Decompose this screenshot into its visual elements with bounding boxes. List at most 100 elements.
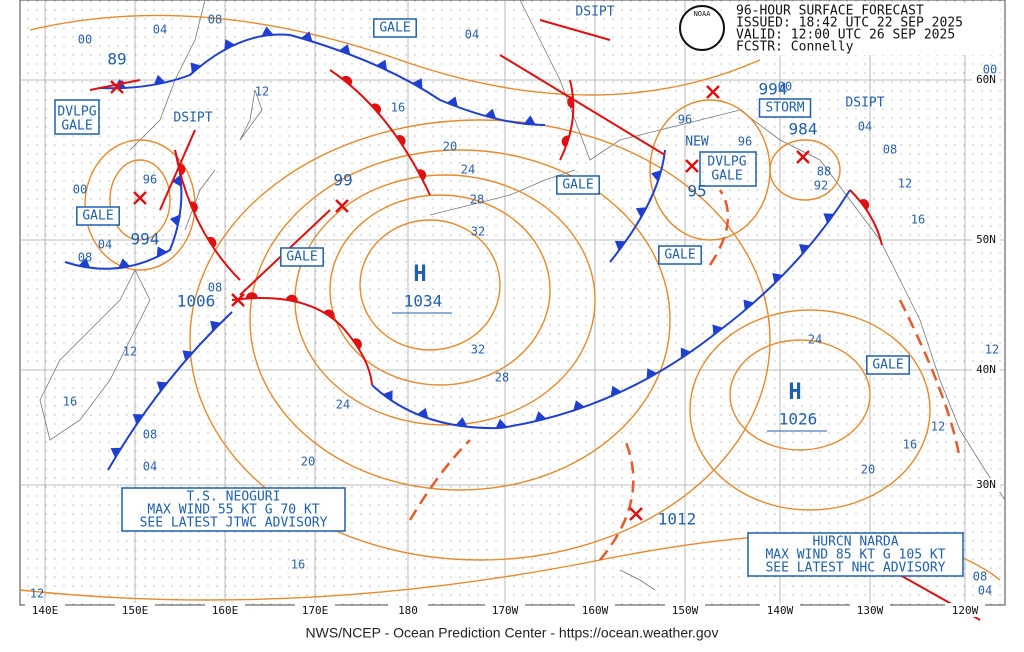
lon-label-box [850, 603, 890, 617]
lat-label: 40N [976, 363, 996, 376]
track-arrow [499, 54, 666, 156]
isobar-label: 24 [336, 398, 350, 412]
front-symbol [169, 214, 180, 227]
trough [408, 439, 471, 521]
low-symbol [629, 507, 643, 521]
low-pressure: 1012 [658, 510, 697, 529]
isobar-label: 16 [391, 101, 405, 115]
warning-label: GALE [711, 169, 742, 184]
isobar-label: 96 [678, 113, 692, 127]
front [371, 189, 851, 430]
lon-label: 160W [582, 604, 609, 617]
isobar-label: 04 [153, 23, 167, 37]
lon-label-box [665, 603, 705, 617]
footer: NWS/NCEP - Ocean Prediction Center - htt… [306, 625, 719, 641]
low-pressure: 984 [789, 120, 818, 139]
lat-label-box [972, 73, 1000, 87]
warning-label: GALE [61, 119, 92, 134]
front-symbol [772, 272, 783, 284]
front-symbol [712, 324, 723, 336]
warning-box [556, 175, 600, 195]
lon-label-box [485, 603, 525, 617]
warning-box [373, 18, 417, 38]
graticule [20, 0, 1005, 605]
front-symbol [495, 418, 508, 429]
low-pressure: 1006 [177, 292, 216, 311]
lat-label: 50N [976, 233, 996, 246]
isobar-label: 04 [858, 120, 872, 134]
warning-label: GALE [664, 248, 695, 263]
warning-label: DSIPT [845, 96, 884, 111]
header-line: 96-HOUR SURFACE FORECAST [736, 4, 924, 19]
isobar-label: 08 [143, 428, 157, 442]
lon-label: 150W [672, 604, 699, 617]
low-symbol [685, 159, 699, 173]
isobar-label: 12 [30, 587, 44, 601]
warning-box [76, 206, 120, 226]
front-symbol [224, 39, 235, 50]
front-symbol [680, 347, 691, 359]
front-symbol [651, 170, 662, 182]
warning-label: GALE [562, 178, 593, 193]
warning-label: STORM [765, 101, 804, 116]
front-symbol [245, 292, 258, 299]
lon-label: 150E [122, 604, 149, 617]
front [99, 33, 546, 126]
advisory-line: SEE LATEST NHC ADVISORY [765, 561, 945, 576]
isobar-label: 16 [911, 213, 925, 227]
low-pressure: 89 [107, 50, 126, 69]
isobar-label: 32 [471, 343, 485, 357]
front-symbol [189, 201, 198, 213]
track-arrow [539, 19, 611, 41]
front-symbol [78, 258, 91, 268]
lon-label: 160E [212, 604, 239, 617]
lat-label-box [972, 478, 1000, 492]
low-pressure: 95 [687, 182, 706, 201]
front-symbol [190, 62, 202, 74]
low-pressure: 92 [814, 179, 828, 193]
front-symbol [614, 240, 626, 252]
isobar-label: 04 [143, 460, 157, 474]
front-symbol [261, 26, 274, 36]
low-symbol [110, 80, 124, 94]
front-symbol [455, 417, 468, 427]
isobar-label: 00 [983, 63, 997, 77]
map-labels: 140E 150E 160E 170E 180 170W 160W 150W 140W 130W 1… [25, 5, 1000, 617]
front-symbol [412, 78, 423, 89]
front-symbol [382, 390, 393, 402]
lat-label-box [972, 233, 1000, 247]
lon-label: 130W [857, 604, 884, 617]
warning-label: DSIPT [173, 111, 212, 126]
low-symbol [231, 293, 245, 307]
warning-box [758, 98, 812, 118]
trough [708, 189, 730, 266]
isobar-label: 16 [291, 558, 305, 572]
front-symbol [156, 246, 168, 258]
isobar-label: 08 [883, 143, 897, 157]
front-symbol [376, 59, 388, 71]
lon-label-box [945, 603, 985, 617]
isobar-label: 00 [778, 80, 792, 94]
warning-label: DSIPT [575, 5, 614, 20]
front-symbol [352, 338, 362, 350]
isobar-label: 20 [301, 455, 315, 469]
lat-label: 30N [976, 478, 996, 491]
isobar-label: 16 [63, 395, 77, 409]
warning-label: DVLPG [707, 155, 746, 170]
isobar-label: 04 [98, 238, 112, 252]
front-symbol [182, 350, 194, 361]
front-symbol [859, 199, 870, 210]
isobar-label: 12 [898, 177, 912, 191]
isobar-label: 28 [495, 371, 509, 385]
front-symbol [285, 294, 298, 302]
lon-label: 180 [398, 604, 418, 617]
isobar-label: 20 [443, 140, 457, 154]
front-symbol [210, 320, 221, 332]
trough [599, 439, 635, 561]
isobar-label: 20 [861, 463, 875, 477]
logo-text: NOAA [694, 10, 712, 18]
isobar-label: 96 [143, 173, 157, 187]
header-box [728, 3, 1000, 55]
isobar-label: 96 [738, 135, 752, 149]
